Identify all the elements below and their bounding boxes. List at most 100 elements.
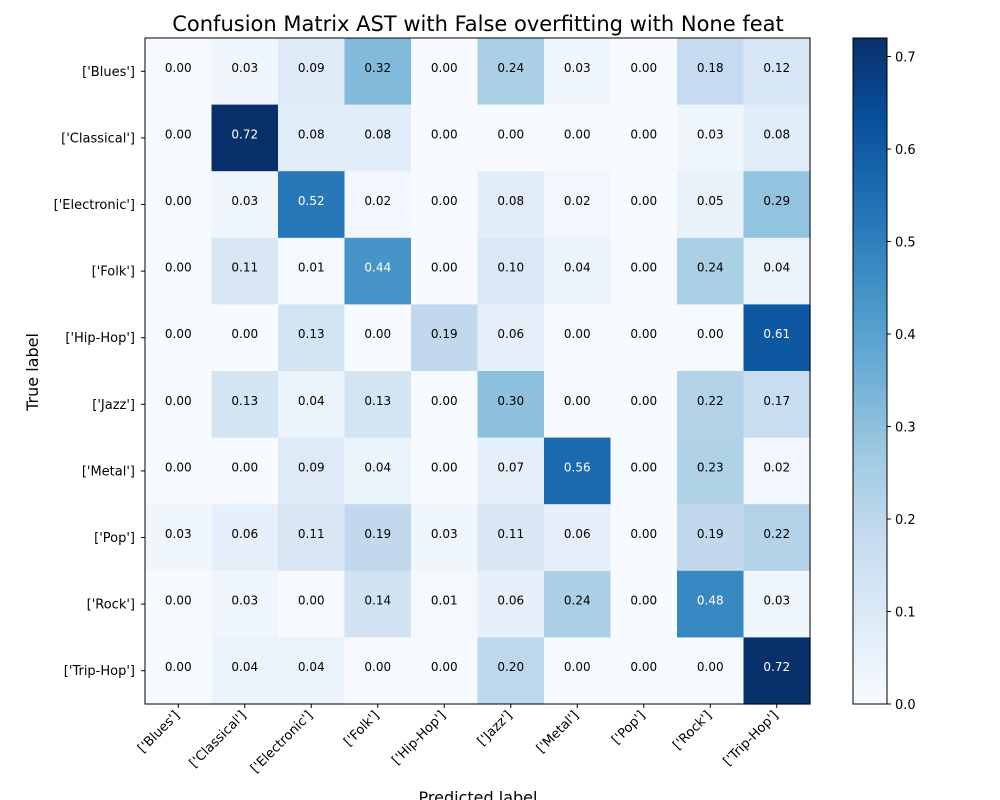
heatmap-cell	[344, 437, 412, 505]
cell-value-label: 0.06	[564, 527, 591, 541]
heatmap-cell	[145, 304, 213, 372]
heatmap-cell	[145, 237, 213, 305]
heatmap-cell	[411, 237, 479, 305]
y-tick-label: ['Blues']	[82, 65, 135, 80]
cell-value-label: 0.03	[564, 61, 591, 75]
plot-frame	[144, 37, 811, 705]
cell-value-label: 0.04	[564, 261, 591, 275]
cell-value-label: 0.09	[298, 61, 325, 75]
heatmap-cell	[477, 504, 545, 572]
heatmap-cell	[677, 437, 745, 505]
heatmap-cell	[610, 637, 678, 705]
heatmap-cell	[145, 570, 213, 638]
cell-value-label: 0.00	[431, 261, 458, 275]
cell-value-label: 0.00	[165, 194, 192, 208]
heatmap-cell	[544, 171, 612, 239]
heatmap-cell	[211, 104, 279, 172]
heatmap-cell	[411, 304, 479, 372]
colorbar: 0.0 0.1 0.2 0.3 0.4 0.5 0.6 0.7	[852, 37, 916, 713]
heatmap-cell	[344, 104, 412, 172]
cell-value-label: 0.00	[630, 327, 657, 341]
cell-value-label: 0.05	[697, 194, 724, 208]
cell-value-label: 0.04	[231, 660, 258, 674]
heatmap-cell	[344, 304, 412, 372]
heatmap-cell	[278, 38, 346, 106]
heatmap-cell	[610, 304, 678, 372]
heatmap-cell	[610, 104, 678, 172]
heatmap-cell	[344, 637, 412, 705]
x-tick-label: ['Metal']	[534, 708, 582, 756]
heatmap-cell	[278, 437, 346, 505]
cell-value-label: 0.01	[298, 261, 325, 275]
cell-value-label: 0.00	[630, 660, 657, 674]
heatmap-cell	[610, 38, 678, 106]
heatmap-cell	[743, 504, 811, 572]
cell-value-label: 0.00	[165, 394, 192, 408]
heatmap-cell	[544, 104, 612, 172]
cell-value-label: 0.19	[431, 327, 458, 341]
cell-value-label: 0.00	[431, 394, 458, 408]
y-tick-label: ['Metal']	[82, 464, 135, 479]
cell-value-label: 0.00	[364, 660, 391, 674]
cell-value-label: 0.03	[231, 594, 258, 608]
heatmap-cell	[411, 437, 479, 505]
heatmap-cell	[544, 38, 612, 106]
cell-value-label: 0.19	[697, 527, 724, 541]
heatmap-cell-labels: 0.00 0.03 0.09 0.32 0.00 0.24 0.03 0.00 0.18 0.12…	[165, 61, 790, 674]
heatmap-cell	[211, 304, 279, 372]
heatmap-cell	[344, 371, 412, 439]
y-tick-label: ['Rock']	[87, 598, 135, 613]
y-tick-label: ['Folk']	[92, 265, 135, 280]
heatmap-cell	[743, 570, 811, 638]
cell-value-label: 0.00	[630, 194, 657, 208]
cell-value-label: 0.11	[497, 527, 524, 541]
cell-value-label: 0.14	[364, 594, 391, 608]
cell-value-label: 0.03	[165, 527, 192, 541]
heatmap-cell	[477, 38, 545, 106]
cell-value-label: 0.24	[697, 261, 724, 275]
cell-value-label: 0.03	[697, 127, 724, 141]
cell-value-label: 0.06	[497, 594, 524, 608]
cell-value-label: 0.18	[697, 61, 724, 75]
x-axis: ['Blues'] ['Classical']['Electronic'] ['Fo…	[135, 704, 782, 776]
heatmap-cell	[544, 637, 612, 705]
heatmap-cell	[743, 237, 811, 305]
heatmap-cell	[278, 570, 346, 638]
colorbar-gradient	[852, 37, 888, 705]
heatmap-cell	[278, 504, 346, 572]
cell-value-label: 0.00	[431, 61, 458, 75]
cell-value-label: 0.00	[165, 61, 192, 75]
heatmap-cell	[610, 371, 678, 439]
colorbar-tick-label: 0.5	[895, 236, 916, 251]
cell-value-label: 0.48	[697, 594, 724, 608]
x-tick-label: ['Pop']	[609, 708, 649, 748]
cell-value-label: 0.00	[431, 127, 458, 141]
heatmap-cell	[544, 504, 612, 572]
cell-value-label: 0.00	[497, 127, 524, 141]
heatmap-cell	[344, 38, 412, 106]
cell-value-label: 0.22	[763, 527, 790, 541]
cell-value-label: 0.03	[763, 594, 790, 608]
cell-value-label: 0.00	[431, 660, 458, 674]
heatmap-cell	[610, 504, 678, 572]
heatmap-cell	[677, 304, 745, 372]
cell-value-label: 0.00	[630, 261, 657, 275]
heatmap-cell	[743, 371, 811, 439]
y-tick-label: ['Electronic']	[54, 198, 135, 213]
heatmap-cell	[477, 437, 545, 505]
cell-value-label: 0.00	[564, 394, 591, 408]
heatmap-cell	[677, 38, 745, 106]
heatmap-cell	[411, 371, 479, 439]
cell-value-label: 0.02	[564, 194, 591, 208]
cell-value-label: 0.06	[497, 327, 524, 341]
cell-value-label: 0.04	[298, 394, 325, 408]
heatmap-cell	[477, 570, 545, 638]
x-axis-label: Predicted label	[419, 788, 538, 800]
cell-value-label: 0.29	[763, 194, 790, 208]
heatmap-cell	[344, 237, 412, 305]
heatmap-cell	[610, 237, 678, 305]
heatmap-cell	[544, 237, 612, 305]
cell-value-label: 0.08	[364, 127, 391, 141]
colorbar-tick-label: 0.4	[895, 328, 916, 343]
cell-value-label: 0.09	[298, 460, 325, 474]
